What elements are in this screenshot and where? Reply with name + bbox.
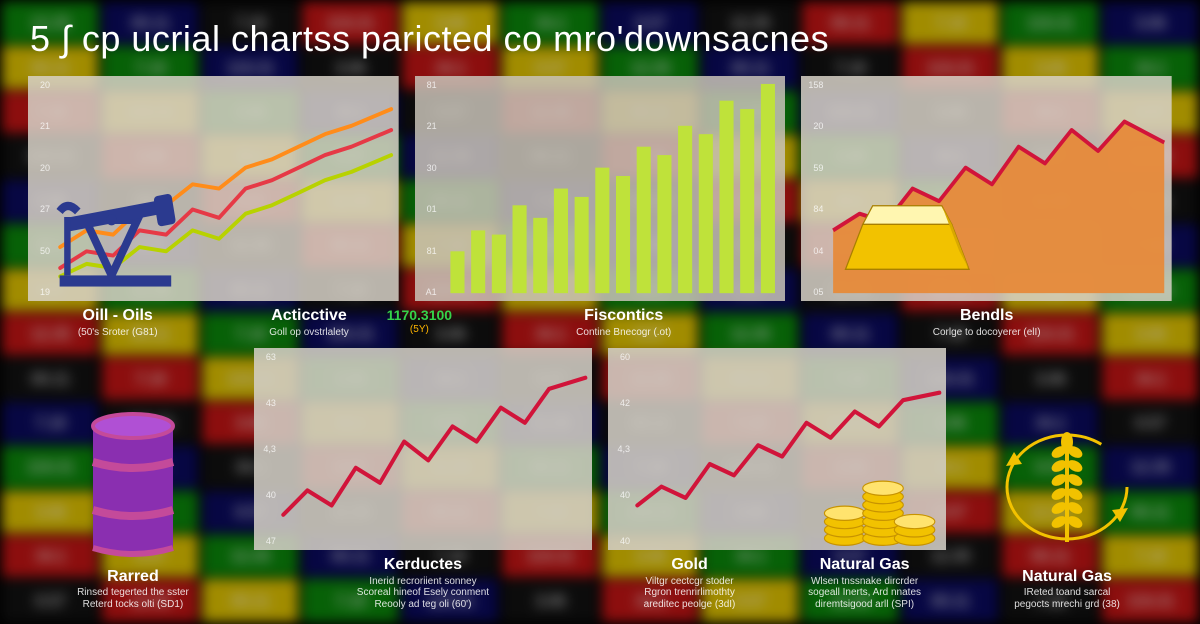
caption-natgas-2: Natural Gas IReted toand sarcalpegocts m… <box>1014 568 1120 610</box>
caption-oil-2: Acticctive Goll op ovstrlalety <box>219 307 398 338</box>
panel-kerductes: 63434,34047 Kerductes Inerid recroriient… <box>254 348 592 610</box>
caption-rarred: Rarred Rinsed tegerted the ssterReterd t… <box>77 568 189 610</box>
chart-gold-area: 1582059840405 <box>801 76 1172 301</box>
panel-activity: 8121300181A1 1170.3100 (5Y) Fiscontics C… <box>415 76 786 338</box>
wheat-orbit-icon <box>992 402 1142 562</box>
caption-kerductes: Kerductes Inerid recroriient sonneyScore… <box>254 556 592 610</box>
panel-gold-area: 1582059840405 Bendls Corlge to docoyerer… <box>801 76 1172 338</box>
row-2: Rarred Rinsed tegerted the ssterReterd t… <box>28 348 1172 610</box>
panel-oil: 202120275019 Oill - Oils (50's Sroter (G… <box>28 76 399 338</box>
chart-grid: 202120275019 Oill - Oils (50's Sroter (G… <box>28 76 1172 610</box>
between-label: 1170.3100 (5Y) <box>387 307 452 336</box>
chart-kerductes: 63434,34047 <box>254 348 592 550</box>
icon-wheat-slot: Natural Gas IReted toand sarcalpegocts m… <box>962 348 1172 610</box>
caption-gold: Gold Viltgr cectcgr stoderRgron trenrirl… <box>608 556 771 610</box>
chart-gold-line: 60424,34040 <box>608 348 946 550</box>
page-title: 5 ∫ cp ucrial chartss paricted co mro'do… <box>30 18 1172 60</box>
page: 5 ∫ cp ucrial chartss paricted co mro'do… <box>0 0 1200 624</box>
icon-barrel-slot: Rarred Rinsed tegerted the ssterReterd t… <box>28 348 238 610</box>
caption-natgas-1: Natural Gas Wlsen tnssnake dircrdersogea… <box>783 556 946 610</box>
row-1: 202120275019 Oill - Oils (50's Sroter (G… <box>28 76 1172 338</box>
chart-oil: 202120275019 <box>28 76 399 301</box>
caption-fiscontics: Fiscontics Contine Bnecogr (.ot) <box>462 307 785 338</box>
panel-gold-line: 60424,34040 Gold Viltgr cectcgr stoderRg… <box>608 348 946 610</box>
chart-activity: 8121300181A1 <box>415 76 786 301</box>
caption-bendls: Bendls Corlge to docoyerer (elI) <box>801 307 1172 338</box>
caption-oil-1: Oill - Oils (50's Sroter (G81) <box>28 307 207 338</box>
barrel-icon <box>63 402 203 562</box>
